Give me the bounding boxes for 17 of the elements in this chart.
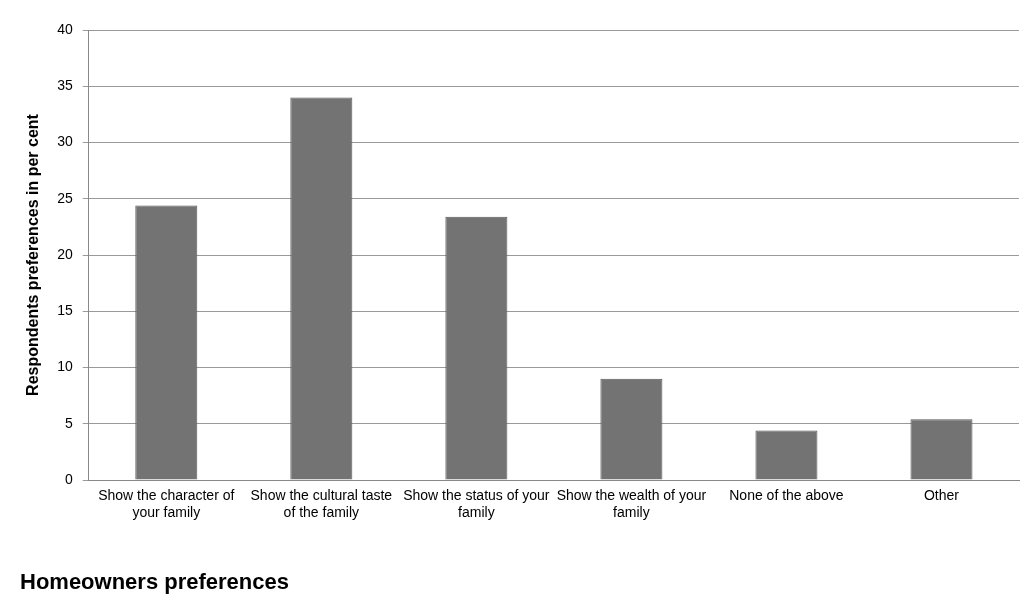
y-tick-label: 0 bbox=[64, 470, 73, 487]
y-tick-label: 30 bbox=[57, 133, 73, 150]
x-tick-label: None of the above bbox=[729, 487, 844, 504]
y-tick-label: 15 bbox=[57, 302, 73, 319]
x-tick-label: Show the wealth of your family bbox=[556, 487, 707, 521]
x-tick-label: Show the cultural taste of the family bbox=[250, 487, 393, 521]
text: Homeowners preferences bbox=[20, 568, 289, 594]
y-tick-label: 10 bbox=[57, 358, 73, 375]
x-tick-label: Show the status of your family bbox=[403, 487, 550, 521]
y-tick-label: 5 bbox=[64, 414, 73, 431]
y-tick-label: 40 bbox=[57, 20, 73, 37]
y-axis-title: Respondents preferences in per cent bbox=[24, 113, 42, 396]
y-tick-label: 35 bbox=[57, 77, 73, 94]
y-tick-label: 25 bbox=[57, 189, 73, 206]
x-tick-label: Show the character of your family bbox=[98, 487, 235, 521]
x-tick-label: Other bbox=[923, 487, 960, 504]
y-tick-label: 20 bbox=[57, 245, 73, 262]
